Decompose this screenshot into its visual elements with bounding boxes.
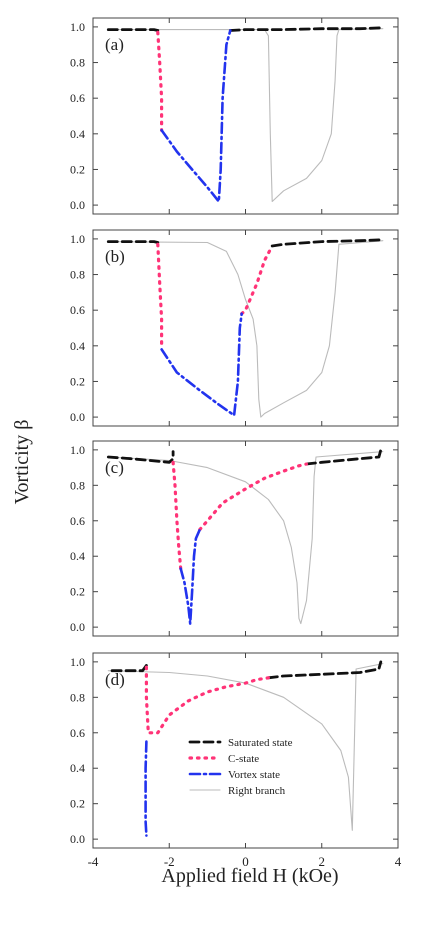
series-line-vortex-state: [160, 312, 243, 417]
x-tick-label: -4: [88, 854, 99, 869]
panel-label: (d): [105, 670, 125, 689]
series-line-right-branch: [107, 240, 384, 418]
x-axis: -4 -2 0 2 4: [88, 854, 402, 869]
panel-0: 0.0 0.2 0.4 0.6 0.8 1.0 (a): [70, 17, 399, 215]
series-line-saturated-state: [110, 664, 148, 673]
legend-entry-label: Right branch: [228, 785, 286, 797]
series-line-c-state: [198, 462, 309, 532]
panel-frame: [92, 17, 399, 215]
x-tick-label: -2: [164, 854, 175, 869]
series-line-saturated-state: [106, 240, 160, 244]
x-tick-label: 2: [319, 854, 326, 869]
series-line-right-branch: [107, 451, 384, 625]
y-tick-label: 1.0: [70, 443, 85, 457]
series-line-c-state: [240, 244, 274, 316]
y-tick-label: 0.8: [70, 690, 85, 704]
panel-label: (b): [105, 247, 125, 266]
panel-frame: [92, 440, 399, 637]
y-tick-label: 0.8: [70, 478, 85, 492]
series-line-right-branch: [107, 663, 384, 831]
y-tick-label: 1.0: [70, 20, 85, 34]
y-tick-label: 0.6: [70, 726, 85, 740]
series-line-saturated-state: [106, 450, 175, 464]
y-tick-label: 0.4: [70, 761, 85, 775]
series-line-saturated-state: [106, 28, 160, 32]
y-tick-label: 0.6: [70, 514, 85, 528]
series-line-vortex-state: [160, 29, 232, 203]
panel-1: 0.0 0.2 0.4 0.6 0.8 1.0 (b): [70, 229, 399, 427]
y-tick-label: 0.4: [70, 127, 85, 141]
y-tick-label: 0.4: [70, 339, 85, 353]
y-tick-label: 1.0: [70, 232, 85, 246]
y-axis-label: Vorticity β: [11, 420, 33, 505]
series-line-c-state: [156, 242, 164, 348]
legend-entry-label: C-state: [228, 753, 259, 765]
legend-entry-label: Saturated state: [228, 737, 293, 749]
series-line-saturated-state: [270, 238, 385, 248]
y-tick-label: 0.8: [70, 56, 85, 70]
panel-label: (a): [105, 35, 124, 54]
y-tick-label: 0.0: [70, 410, 85, 424]
legend-entry-label: Vortex state: [228, 769, 280, 781]
y-tick-label: 1.0: [70, 655, 85, 669]
x-axis-label: Applied field H (kOe): [161, 865, 338, 887]
series-line-c-state: [171, 460, 183, 571]
y-tick-label: 0.6: [70, 91, 85, 105]
panel-3: 0.0 0.2 0.4 0.6 0.8 1.0 (d): [70, 652, 399, 849]
y-tick-label: 0.2: [70, 162, 85, 176]
y-tick-label: 0.2: [70, 374, 85, 388]
y-tick-label: 0.8: [70, 268, 85, 282]
series-line-saturated-state: [266, 660, 383, 680]
series-line-right-branch: [107, 28, 384, 203]
y-tick-label: 0.0: [70, 832, 85, 846]
y-tick-label: 0.6: [70, 303, 85, 317]
x-tick-label: 4: [395, 854, 402, 869]
panel-frame: [92, 229, 399, 427]
series-line-c-state: [156, 30, 164, 132]
series-line-vortex-state: [179, 528, 202, 625]
y-tick-label: 0.0: [70, 198, 85, 212]
y-tick-label: 0.2: [70, 585, 85, 599]
panels-layer: 0.0 0.2 0.4 0.6 0.8 1.0 (a) 0.0 0.2 0.4 0.6 0.8 1.0 (…: [70, 17, 399, 849]
series-line-c-state: [144, 665, 270, 735]
legend: Saturated state C-state Vortex state Right …: [188, 737, 293, 797]
y-tick-label: 0.2: [70, 797, 85, 811]
series-line-saturated-state: [305, 448, 383, 466]
series-line-vortex-state: [144, 740, 148, 837]
y-tick-label: 0.0: [70, 620, 85, 634]
x-tick-label: 0: [242, 854, 249, 869]
panel-label: (c): [105, 458, 124, 477]
series-line-saturated-state: [228, 26, 385, 32]
y-tick-label: 0.4: [70, 549, 85, 563]
panel-2: 0.0 0.2 0.4 0.6 0.8 1.0 (c): [70, 440, 399, 637]
